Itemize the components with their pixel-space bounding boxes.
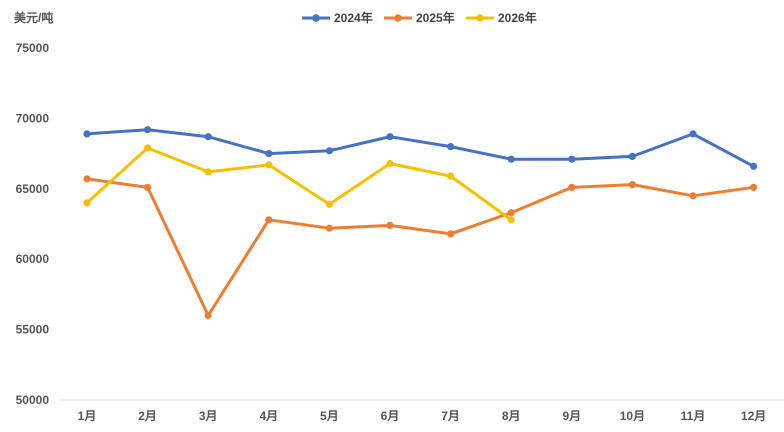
x-tick-label: 6月 <box>381 409 400 423</box>
data-point <box>750 183 758 191</box>
y-axis-ticks: 50000 55000 60000 65000 70000 75000 <box>16 41 50 407</box>
data-point <box>386 159 394 168</box>
data-point <box>265 216 273 224</box>
x-axis-ticks: 1月 2月 3月 4月 5月 6月 7月 8月 9月 10月 11月 12月 <box>78 409 767 423</box>
data-point <box>689 130 697 138</box>
y-axis-unit-label: 美元/吨 <box>14 10 53 25</box>
y-tick-label: 60000 <box>16 252 50 266</box>
data-point <box>447 143 455 151</box>
data-point <box>204 168 212 176</box>
data-point <box>386 221 394 229</box>
data-point <box>144 144 152 152</box>
legend-label: 2026年 <box>498 10 537 25</box>
legend-label: 2025年 <box>416 10 455 25</box>
legend: 2024年 2025年 2026年 <box>302 10 537 25</box>
x-tick-label: 4月 <box>259 409 278 423</box>
data-point <box>325 224 333 232</box>
legend-swatch-marker <box>476 14 484 22</box>
x-tick-label: 10月 <box>620 409 645 423</box>
x-tick-label: 3月 <box>199 409 218 423</box>
x-tick-label: 2月 <box>138 409 157 423</box>
x-tick-label: 8月 <box>502 409 521 423</box>
data-point <box>628 181 637 189</box>
series-group <box>83 126 758 170</box>
data-point <box>144 126 152 134</box>
data-point <box>83 199 91 207</box>
y-tick-label: 65000 <box>16 182 50 196</box>
series-line <box>85 128 756 168</box>
data-point <box>447 230 455 238</box>
data-point <box>507 155 515 163</box>
legend-label: 2024年 <box>334 10 373 25</box>
data-point <box>386 133 394 141</box>
data-point <box>265 150 273 158</box>
data-point <box>325 147 333 155</box>
data-point <box>568 183 576 191</box>
legend-item: 2025年 <box>384 10 455 25</box>
data-point <box>83 175 91 183</box>
data-point <box>204 311 212 320</box>
series-line <box>85 177 756 317</box>
y-tick-label: 50000 <box>16 393 50 407</box>
data-point <box>628 152 637 160</box>
data-point <box>265 161 273 169</box>
legend-item: 2024年 <box>302 10 373 25</box>
data-point <box>325 200 333 208</box>
data-point <box>689 192 697 200</box>
legend-swatch-marker <box>394 14 402 22</box>
data-point <box>568 155 576 163</box>
y-tick-label: 75000 <box>16 41 50 55</box>
data-point <box>447 172 455 180</box>
x-tick-label: 12月 <box>741 409 766 423</box>
data-point <box>507 209 515 217</box>
data-point <box>83 130 91 138</box>
series-layer <box>83 126 758 320</box>
series-group <box>83 144 515 224</box>
x-tick-label: 9月 <box>562 409 581 423</box>
data-point <box>507 216 515 224</box>
legend-swatch-marker <box>312 14 320 22</box>
x-tick-label: 11月 <box>681 409 706 423</box>
x-tick-label: 7月 <box>441 409 460 423</box>
data-point <box>750 162 758 170</box>
series-group <box>83 175 758 320</box>
y-tick-label: 70000 <box>16 111 50 125</box>
legend-item: 2026年 <box>466 10 537 25</box>
y-tick-label: 55000 <box>16 323 50 337</box>
data-point <box>204 133 212 141</box>
x-tick-label: 1月 <box>78 409 97 423</box>
x-tick-label: 5月 <box>320 409 339 423</box>
series-line <box>85 146 513 222</box>
data-point <box>144 183 152 191</box>
